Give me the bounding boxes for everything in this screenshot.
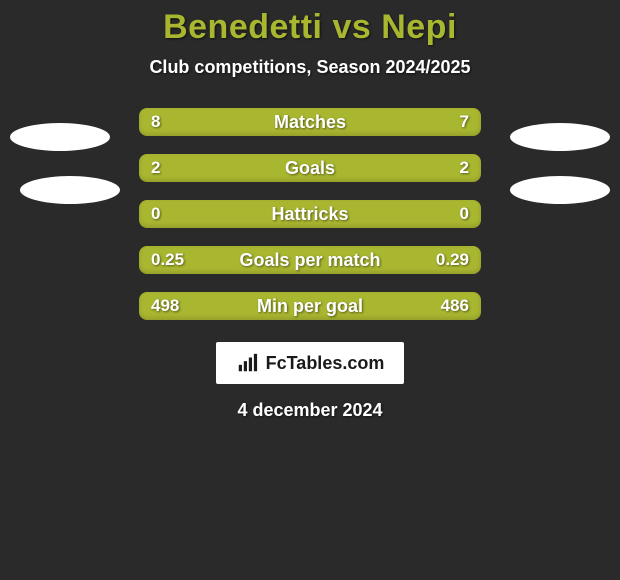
- stat-bar: 2 Goals 2: [139, 154, 481, 182]
- brand-badge[interactable]: FcTables.com: [216, 342, 405, 384]
- stat-row-matches: 8 Matches 7: [0, 108, 620, 136]
- stat-right-value: 0.29: [436, 250, 469, 270]
- stat-label: Matches: [274, 112, 346, 133]
- stat-right-value: 0: [460, 204, 469, 224]
- stat-label: Hattricks: [271, 204, 348, 225]
- stat-left-value: 0.25: [151, 250, 184, 270]
- barchart-icon: [236, 352, 258, 374]
- brand-text: FcTables.com: [266, 353, 385, 374]
- stat-row-goals: 2 Goals 2: [0, 154, 620, 182]
- stat-bar: 8 Matches 7: [139, 108, 481, 136]
- stat-left-value: 8: [151, 112, 160, 132]
- stat-label: Min per goal: [257, 296, 363, 317]
- stat-row-goals-per-match: 0.25 Goals per match 0.29: [0, 246, 620, 274]
- stat-label: Goals per match: [239, 250, 380, 271]
- comparison-widget: Benedetti vs Nepi Club competitions, Sea…: [0, 0, 620, 421]
- stat-left-value: 498: [151, 296, 179, 316]
- stat-row-min-per-goal: 498 Min per goal 486: [0, 292, 620, 320]
- stat-label: Goals: [285, 158, 335, 179]
- stat-right-value: 7: [460, 112, 469, 132]
- date-text: 4 december 2024: [237, 400, 382, 421]
- stat-right-value: 486: [441, 296, 469, 316]
- subtitle: Club competitions, Season 2024/2025: [149, 57, 470, 78]
- stat-left-value: 2: [151, 158, 160, 178]
- stat-row-hattricks: 0 Hattricks 0: [0, 200, 620, 228]
- stat-right-value: 2: [460, 158, 469, 178]
- page-title: Benedetti vs Nepi: [163, 8, 457, 47]
- stat-bar: 0 Hattricks 0: [139, 200, 481, 228]
- stat-bar: 498 Min per goal 486: [139, 292, 481, 320]
- stat-bar: 0.25 Goals per match 0.29: [139, 246, 481, 274]
- stat-left-value: 0: [151, 204, 160, 224]
